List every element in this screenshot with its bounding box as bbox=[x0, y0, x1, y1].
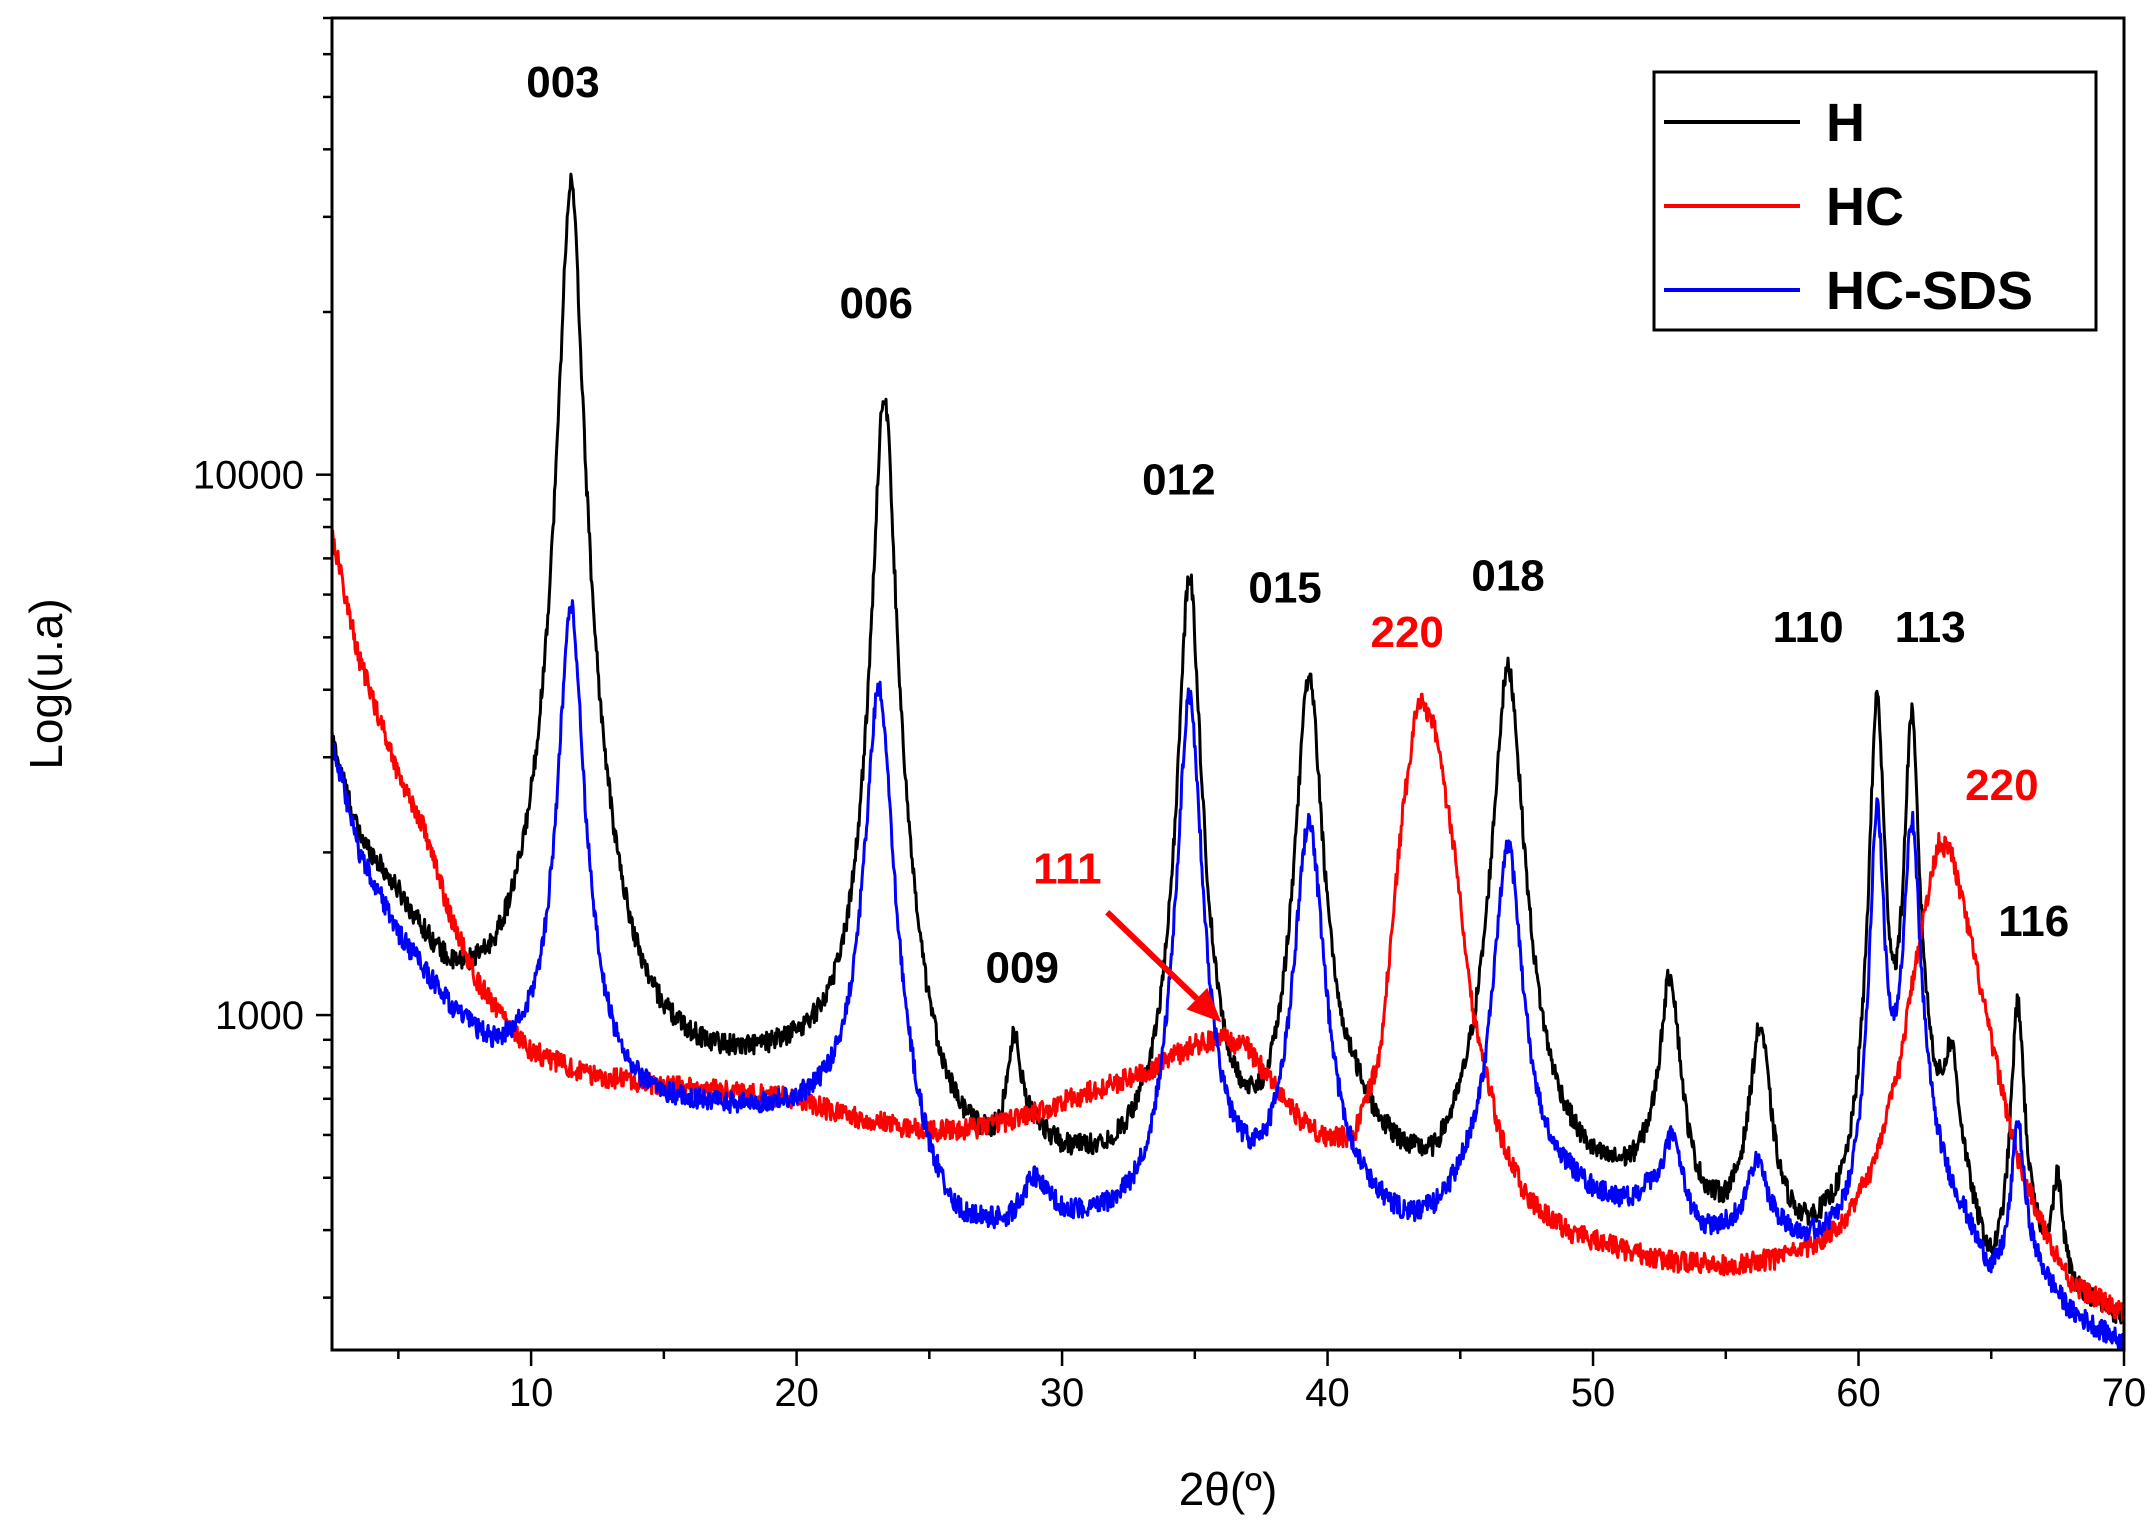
series-line-hc bbox=[332, 529, 2124, 1322]
x-tick-label: 10 bbox=[509, 1371, 554, 1415]
peak-label: 113 bbox=[1895, 603, 1966, 652]
legend-label-hc-sds: HC-SDS bbox=[1826, 261, 2033, 321]
peak-label: 006 bbox=[840, 279, 913, 328]
peak-label: 018 bbox=[1471, 552, 1544, 601]
y-tick-label: 10000 bbox=[193, 454, 304, 498]
peak-label: 015 bbox=[1248, 564, 1321, 613]
legend-label-hc: HC bbox=[1826, 177, 1904, 237]
legend-label-h: H bbox=[1826, 93, 1865, 153]
peak-label: 003 bbox=[526, 58, 599, 107]
x-tick-label: 40 bbox=[1305, 1371, 1350, 1415]
axes-layer: 10 20 30 40 50 60 70 1000 10000 bbox=[193, 16, 2147, 1415]
series-layer bbox=[332, 172, 2124, 1350]
arrow-shaft bbox=[1105, 910, 1199, 1001]
plot-frame bbox=[330, 16, 2126, 1352]
legend: H HC HC-SDS bbox=[1652, 70, 2098, 332]
peak-label: 110 bbox=[1773, 603, 1844, 652]
peak-label: 116 bbox=[1998, 897, 2069, 946]
arrow-head bbox=[1186, 987, 1222, 1023]
peak-label: 012 bbox=[1142, 455, 1215, 504]
peak-label: 111 bbox=[1033, 845, 1102, 894]
annotation-layer: 003 006 009 012 015 220 018 110 113 220 116 111 bbox=[526, 58, 2069, 1023]
series-line-hc-sds bbox=[332, 599, 2124, 1350]
series-line-h bbox=[332, 172, 2124, 1325]
x-tick-label: 60 bbox=[1836, 1371, 1881, 1415]
x-tick-label: 30 bbox=[1040, 1371, 1085, 1415]
peak-label: 220 bbox=[1370, 608, 1443, 657]
peak-label: 009 bbox=[986, 943, 1059, 992]
y-axis-title: Log(u.a) bbox=[20, 598, 72, 769]
peak-label: 220 bbox=[1965, 761, 2038, 810]
x-axis-title: 2θ(º) bbox=[1179, 1463, 1278, 1515]
y-tick-label: 1000 bbox=[215, 994, 304, 1038]
x-tick-label: 50 bbox=[1571, 1371, 1616, 1415]
x-tick-label: 20 bbox=[774, 1371, 819, 1415]
x-tick-label: 70 bbox=[2102, 1371, 2147, 1415]
legend-box bbox=[1652, 70, 2098, 332]
